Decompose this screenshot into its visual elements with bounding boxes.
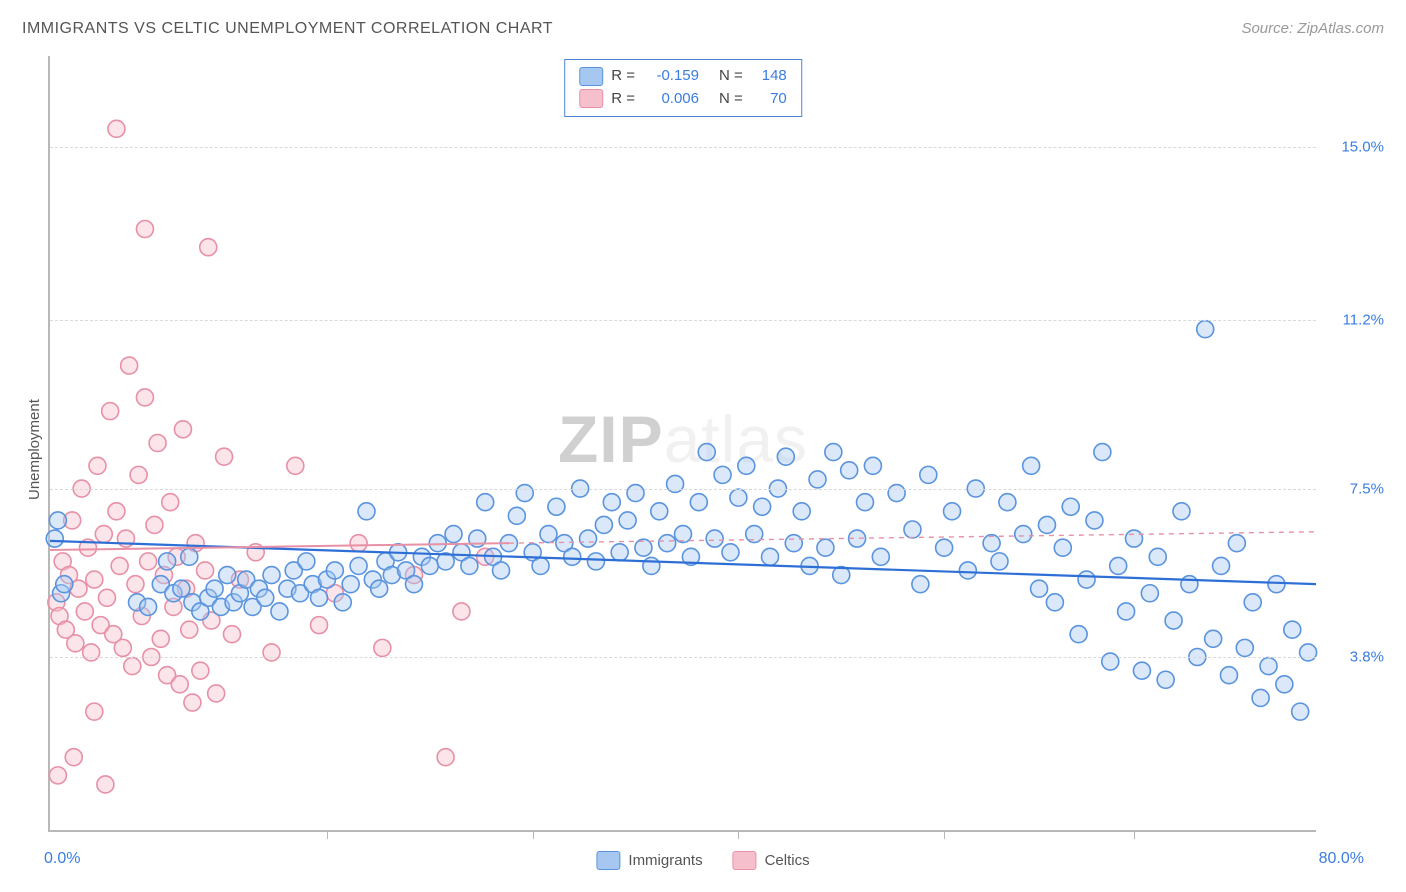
- stats-legend: R = -0.159 N = 148 R = 0.006 N = 70: [564, 59, 802, 117]
- source-label: Source: ZipAtlas.com: [1241, 20, 1384, 37]
- chart-title: IMMIGRANTS VS CELTIC UNEMPLOYMENT CORREL…: [22, 20, 553, 38]
- x-tick: [738, 830, 739, 839]
- swatch-blue-icon: [579, 67, 603, 86]
- x-tick: [1134, 830, 1135, 839]
- n-value-2: 70: [751, 88, 787, 111]
- y-tick-label: 15.0%: [1341, 139, 1384, 156]
- legend-label: Immigrants: [628, 852, 702, 869]
- gridline: [50, 147, 1316, 148]
- x-tick: [944, 830, 945, 839]
- x-tick: [533, 830, 534, 839]
- chart-container: IMMIGRANTS VS CELTIC UNEMPLOYMENT CORREL…: [0, 0, 1406, 892]
- swatch-pink-icon: [733, 851, 757, 870]
- x-tick: [327, 830, 328, 839]
- n-label: N =: [719, 88, 743, 111]
- plot-area: ZIPatlas R = -0.159 N = 148 R = 0.006 N …: [48, 56, 1316, 832]
- series-legend: Immigrants Celtics: [596, 851, 809, 870]
- x-axis-min-label: 0.0%: [44, 850, 80, 868]
- swatch-blue-icon: [596, 851, 620, 870]
- y-axis-label: Unemployment: [26, 399, 43, 500]
- y-tick-label: 3.8%: [1350, 648, 1384, 665]
- legend-label: Celtics: [765, 852, 810, 869]
- n-value-1: 148: [751, 65, 787, 88]
- stats-row-celtics: R = 0.006 N = 70: [579, 88, 787, 111]
- gridline: [50, 489, 1316, 490]
- r-label: R =: [611, 88, 635, 111]
- swatch-pink-icon: [579, 89, 603, 108]
- r-value-1: -0.159: [643, 65, 699, 88]
- r-label: R =: [611, 65, 635, 88]
- gridline: [50, 657, 1316, 658]
- legend-item-celtics: Celtics: [733, 851, 810, 870]
- y-tick-label: 11.2%: [1343, 312, 1384, 329]
- y-tick-label: 7.5%: [1350, 480, 1384, 497]
- x-axis-max-label: 80.0%: [1319, 850, 1364, 868]
- stats-row-immigrants: R = -0.159 N = 148: [579, 65, 787, 88]
- legend-item-immigrants: Immigrants: [596, 851, 702, 870]
- n-label: N =: [719, 65, 743, 88]
- r-value-2: 0.006: [643, 88, 699, 111]
- gridline: [50, 320, 1316, 321]
- scatter-svg: [50, 56, 1316, 830]
